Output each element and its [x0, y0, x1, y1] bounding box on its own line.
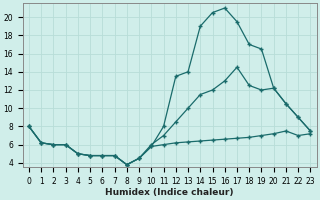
X-axis label: Humidex (Indice chaleur): Humidex (Indice chaleur) — [105, 188, 234, 197]
